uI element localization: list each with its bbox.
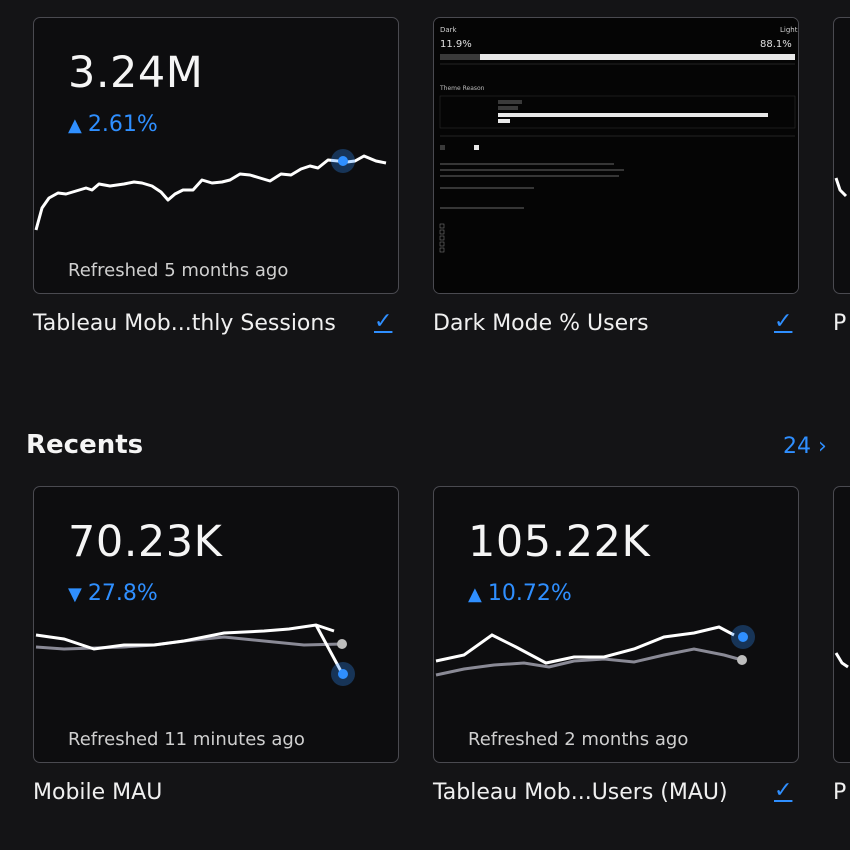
favorite-card-monthly-sessions[interactable]: 3.24M ▲ 2.61% Refreshed 5 months ago	[33, 17, 399, 294]
favorite-card-dark-mode[interactable]: Dark Light 11.9% 88.1% Theme Reason	[433, 17, 799, 294]
sparkline	[435, 625, 755, 677]
refreshed-text: Refreshed 5 months ago	[68, 260, 289, 281]
card-title[interactable]: Dark Mode % Users	[433, 311, 649, 336]
svg-text:11.9%: 11.9%	[440, 39, 472, 50]
card-title[interactable]: Tableau Mob...Users (MAU)	[433, 780, 728, 805]
dashboard-thumbnail: Dark Light 11.9% 88.1% Theme Reason	[434, 18, 798, 293]
check-underline-icon[interactable]: ✓	[374, 309, 393, 334]
triangle-up-icon: ▲	[68, 115, 82, 136]
svg-text:Dark: Dark	[440, 26, 458, 34]
comparison-endpoint	[737, 655, 747, 665]
comparison-endpoint	[337, 639, 347, 649]
card-title[interactable]: Tableau Mob...thly Sessions	[33, 311, 336, 336]
triangle-up-icon: ▲	[468, 584, 482, 605]
card-title[interactable]: P	[833, 311, 847, 336]
recent-card-mau[interactable]: 105.22K ▲ 10.72% Refreshed 2 months ago	[433, 486, 799, 763]
metric-delta: ▼ 27.8%	[68, 581, 158, 606]
recents-see-all-link[interactable]: 24 ›	[783, 434, 827, 459]
check-underline-icon[interactable]: ✓	[774, 778, 793, 803]
sparkline-endpoint	[738, 632, 748, 642]
card-title[interactable]: P	[833, 780, 847, 805]
recent-card-mobile-mau[interactable]: 70.23K ▼ 27.8% Refreshed 11 minutes ago	[33, 486, 399, 763]
recent-card-peek[interactable]	[833, 486, 850, 763]
sparkline	[834, 177, 848, 198]
metric-delta: ▲ 2.61%	[68, 112, 158, 137]
sparkline	[34, 149, 387, 231]
svg-text:88.1%: 88.1%	[760, 39, 792, 50]
refreshed-text: Refreshed 11 minutes ago	[68, 729, 305, 750]
svg-text:Theme Reason: Theme Reason	[439, 85, 485, 92]
metric-value: 70.23K	[68, 517, 223, 567]
card-title[interactable]: Mobile MAU	[33, 780, 163, 805]
metric-value: 3.24M	[68, 48, 204, 98]
favorite-card-peek[interactable]	[833, 17, 850, 294]
section-title-recents: Recents	[26, 430, 144, 460]
sparkline-endpoint	[338, 156, 348, 166]
metric-delta: ▲ 10.72%	[468, 581, 572, 606]
sparkline	[834, 652, 849, 669]
metric-value: 105.22K	[468, 517, 651, 567]
svg-text:Light: Light	[780, 26, 798, 34]
triangle-down-icon: ▼	[68, 584, 82, 605]
check-underline-icon[interactable]: ✓	[774, 309, 793, 334]
sparkline	[35, 623, 355, 686]
refreshed-text: Refreshed 2 months ago	[468, 729, 689, 750]
sparkline-endpoint	[338, 669, 348, 679]
